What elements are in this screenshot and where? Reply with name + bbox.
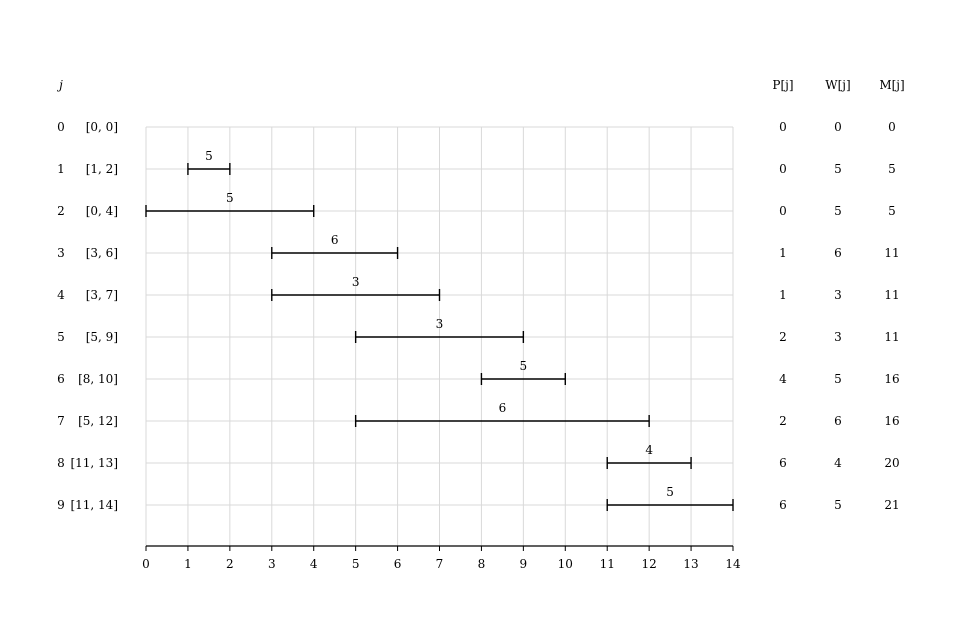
header-j: j [56,78,63,92]
row-interval-label: [11, 14] [70,498,118,512]
row-index: 2 [57,204,65,218]
row-index: 0 [57,120,65,134]
header-w: W[j] [825,78,850,92]
x-tick-label: 4 [310,557,318,571]
x-tick-label: 7 [436,557,444,571]
interval-weight-label: 5 [205,149,213,163]
row-p-value: 4 [779,372,787,386]
row-w-value: 0 [834,120,842,134]
interval-weight-label: 5 [520,359,528,373]
interval-weight-label: 5 [226,191,234,205]
row-m-value: 11 [884,330,899,344]
interval-weight-label: 6 [499,401,507,415]
row-p-value: 2 [779,414,787,428]
row-p-value: 6 [779,498,787,512]
row-p-value: 0 [779,120,787,134]
interval-row: 2 [0, 4] 0 5 5 5 [57,191,896,218]
interval-weight-label: 4 [645,443,653,457]
interval-weight-label: 6 [331,233,339,247]
row-interval-label: [11, 13] [70,456,118,470]
row-w-value: 5 [834,372,842,386]
row-interval-label: [8, 10] [78,372,118,386]
x-tick-label: 0 [142,557,150,571]
x-tick-label: 13 [683,557,698,571]
row-p-value: 1 [779,246,787,260]
row-p-value: 0 [779,204,787,218]
x-tick-label: 6 [394,557,402,571]
row-w-value: 5 [834,162,842,176]
x-tick-label: 8 [478,557,486,571]
row-w-value: 5 [834,498,842,512]
x-tick-label: 2 [226,557,234,571]
row-m-value: 16 [884,372,899,386]
header-p: P[j] [772,78,793,92]
row-m-value: 5 [888,162,896,176]
interval-row: 8 [11, 13] 6 4 20 4 [57,443,899,470]
row-p-value: 2 [779,330,787,344]
interval-row: 4 [3, 7] 1 3 11 3 [57,275,899,302]
interval-row: 3 [3, 6] 1 6 116 [57,233,899,260]
row-p-value: 0 [779,162,787,176]
row-p-value: 6 [779,456,787,470]
row-w-value: 3 [834,330,842,344]
interval-rows: 0 [0, 0] 0 0 0 1 [1, 2] 0 5 5 5 2 [0, 4] 0 5 5 5 3 [3, 6] 1… [57,120,899,512]
interval-row: 6 [8, 10] 4 5 16 5 [57,359,899,386]
interval-weight-label: 5 [666,485,674,499]
x-tick-label: 12 [642,557,657,571]
interval-weight-label: 3 [352,275,360,289]
row-index: 8 [57,456,65,470]
x-tick-label: 9 [520,557,528,571]
row-index: 7 [57,414,65,428]
x-tick-label: 11 [600,557,615,571]
header-m: M[j] [879,78,904,92]
row-m-value: 11 [884,288,899,302]
row-index: 6 [57,372,65,386]
x-axis: 0 1 2 3 4 5 6 7 8 9 10 11 12 13 14 [142,545,741,571]
row-index: 5 [57,330,65,344]
x-tick-label: 5 [352,557,360,571]
interval-row: 1 [1, 2] 0 5 5 5 [57,149,896,176]
row-interval-label: [5, 12] [78,414,118,428]
row-interval-label: [3, 6] [86,246,118,260]
interval-weight-label: 3 [436,317,444,331]
row-index: 3 [57,246,65,260]
row-interval-label: [3, 7] [86,288,118,302]
row-w-value: 6 [834,414,842,428]
row-index: 4 [57,288,65,302]
row-w-value: 6 [834,246,842,260]
interval-row: 9 [11, 14] 6 5 21 5 [57,485,899,512]
interval-row: 5 [5, 9] 2 3 11 3 [57,317,899,344]
x-tick-label: 1 [184,557,192,571]
row-p-value: 1 [779,288,787,302]
x-tick-label: 10 [558,557,573,571]
row-index: 9 [57,498,65,512]
interval-row: 0 [0, 0] 0 0 0 [57,120,896,134]
row-index: 1 [57,162,65,176]
row-interval-label: [5, 9] [86,330,118,344]
row-interval-label: [1, 2] [86,162,118,176]
row-interval-label: [0, 4] [86,204,118,218]
row-m-value: 11 [884,246,899,260]
row-m-value: 5 [888,204,896,218]
x-tick-label: 3 [268,557,276,571]
row-w-value: 4 [834,456,842,470]
row-w-value: 5 [834,204,842,218]
row-m-value: 20 [884,456,899,470]
interval-row: 7 [5, 12] 2 6 166 [57,401,899,428]
x-tick-label: 14 [725,557,741,571]
row-m-value: 16 [884,414,899,428]
row-interval-label: [0, 0] [86,120,118,134]
row-m-value: 21 [884,498,899,512]
row-w-value: 3 [834,288,842,302]
row-m-value: 0 [888,120,896,134]
